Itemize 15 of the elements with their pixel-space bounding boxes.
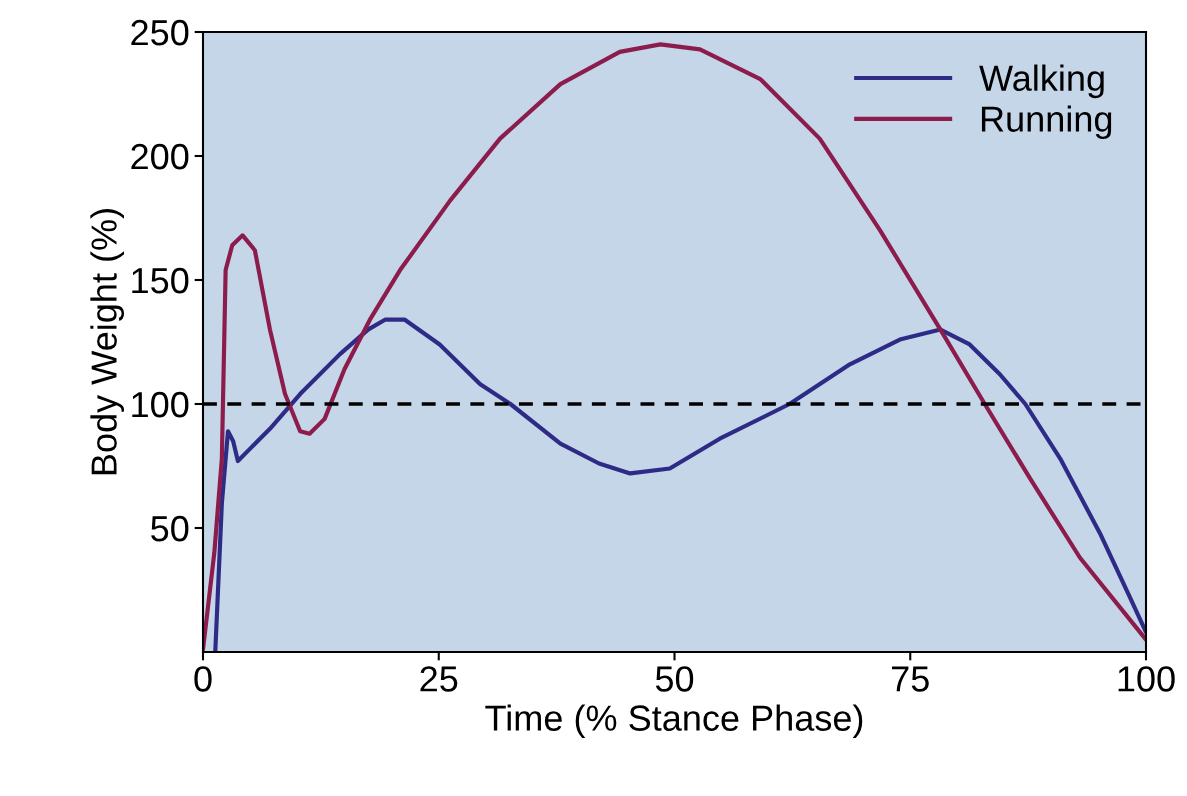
x-tick-label: 100: [1118, 666, 1175, 692]
x-tick-label: 25: [420, 666, 458, 692]
legend-label: Walking: [979, 64, 1104, 99]
y-tick-label: 50: [151, 515, 189, 542]
legend-label: Running: [981, 105, 1112, 140]
y-axis-title: Body Weight (%): [90, 209, 125, 475]
x-tick-label: 50: [655, 666, 694, 692]
x-tick-label: 0: [194, 666, 212, 692]
x-axis-title: Time (% Stance Phase): [485, 704, 863, 739]
y-tick-label: 150: [132, 267, 189, 294]
y-tick-label: 100: [132, 391, 189, 418]
line-series: [213, 317, 1146, 652]
y-tick-label: 250: [131, 19, 189, 46]
x-tick-label: 75: [892, 666, 929, 692]
y-tick-label: 200: [131, 143, 189, 170]
